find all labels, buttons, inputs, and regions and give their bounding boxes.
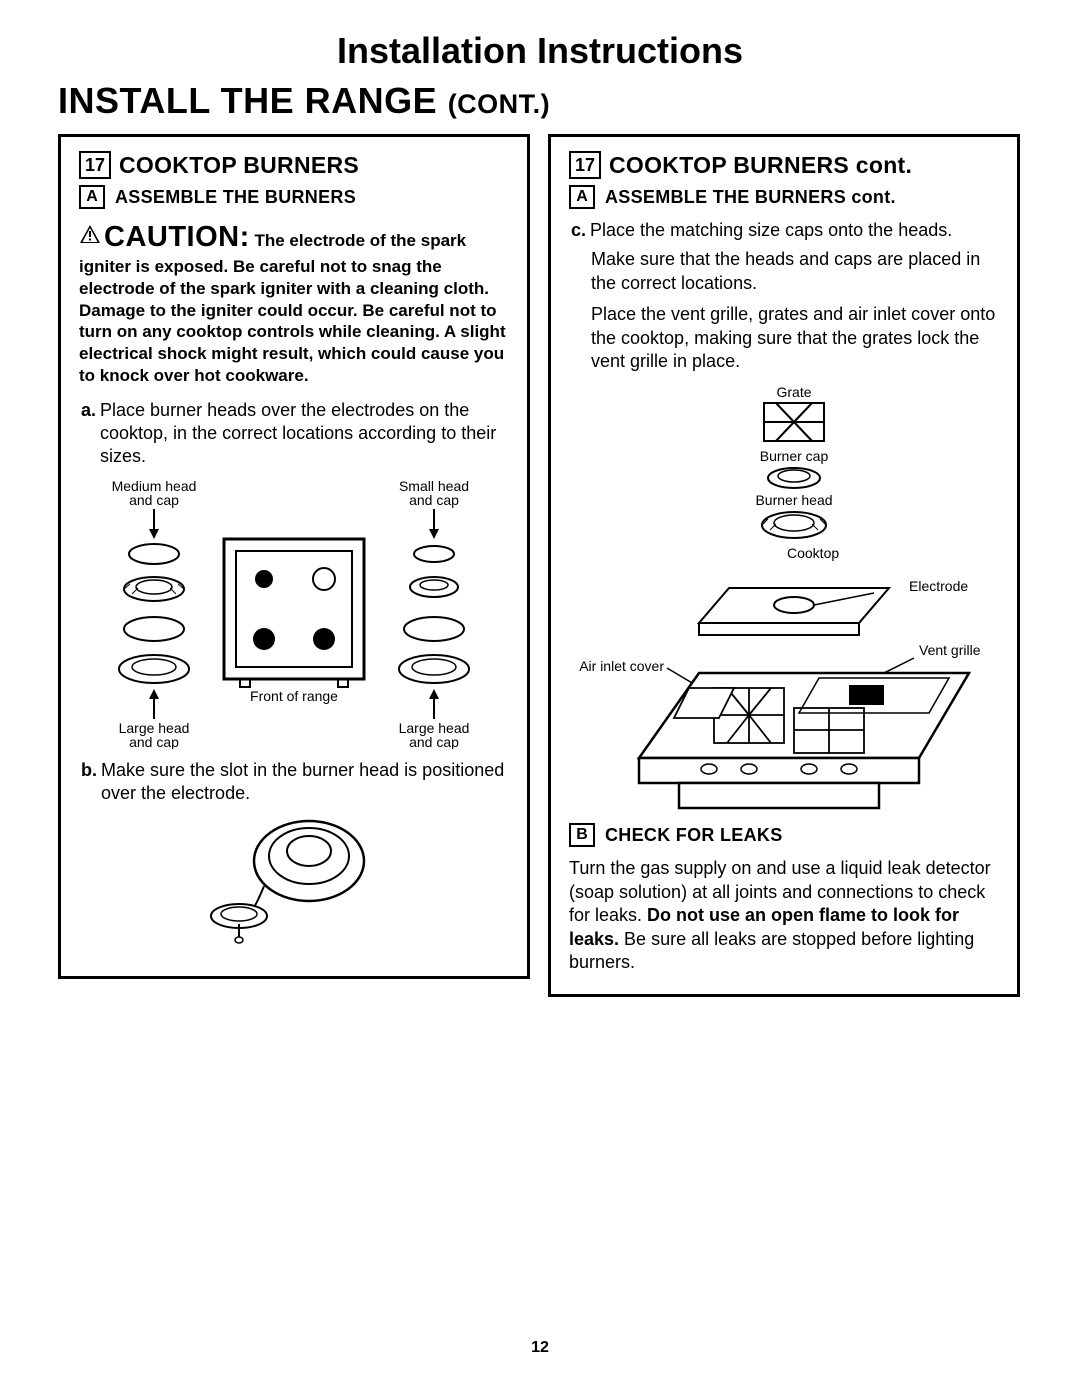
warning-icon [79, 224, 101, 250]
d1-medium-l2: and cap [129, 492, 179, 508]
d1-large-l-2: and cap [129, 734, 179, 749]
list-text-c: Place the matching size caps onto the he… [590, 219, 999, 242]
step-number-box: 17 [79, 151, 111, 179]
caution-text: The electrode of the spark igniter is ex… [79, 231, 506, 385]
svg-text:Large headand cap: Large headand cap [119, 720, 190, 749]
caution-paragraph: CAUTION: The electrode of the spark igni… [79, 219, 509, 387]
substep-letter-b: B [569, 823, 595, 847]
section-heading-cont: (CONT.) [448, 89, 550, 119]
section-heading: INSTALL THE RANGE (CONT.) [58, 80, 1022, 122]
d1-large-r-2: and cap [409, 734, 459, 749]
section-heading-main: INSTALL THE RANGE [58, 80, 437, 121]
substep-title-a: ASSEMBLE THE BURNERS [115, 187, 356, 208]
cooktop-exploded-diagram: Grate Burner cap Burner head [569, 383, 999, 813]
leak-paragraph: Turn the gas supply on and use a liquid … [569, 857, 999, 974]
d2-grate: Grate [776, 384, 811, 400]
step-title-r: COOKTOP BURNERS cont. [609, 152, 912, 179]
d2-cooktop: Cooktop [787, 545, 839, 561]
d2-air-inlet: Air inlet cover [579, 658, 664, 674]
svg-text:Large headand cap: Large headand cap [399, 720, 470, 749]
caution-word: CAUTION: [104, 221, 250, 253]
step-title: COOKTOP BURNERS [119, 152, 359, 179]
para-heads-caps: Make sure that the heads and caps are pl… [591, 248, 999, 295]
step-number-box-r: 17 [569, 151, 601, 179]
d1-small-l2: and cap [409, 492, 459, 508]
d2-electrode: Electrode [909, 578, 968, 594]
substep-letter-a-r: A [569, 185, 595, 209]
para-vent-grille: Place the vent grille, grates and air in… [591, 303, 999, 373]
list-label-c: c. [571, 219, 586, 242]
d2-vent-grille: Vent grille [919, 642, 981, 658]
substep-title-a-r: ASSEMBLE THE BURNERS cont. [605, 187, 896, 208]
burner-electrode-diagram [199, 816, 399, 946]
left-column: 17 COOKTOP BURNERS A ASSEMBLE THE BURNER… [58, 134, 530, 1015]
page-number: 12 [0, 1339, 1080, 1357]
list-text-b: Make sure the slot in the burner head is… [101, 759, 509, 806]
page-title: Installation Instructions [58, 30, 1022, 72]
leak-text-2: Be sure all leaks are stopped before lig… [569, 929, 974, 972]
list-text-a: Place burner heads over the electrodes o… [100, 399, 509, 469]
box-cooktop-burners: 17 COOKTOP BURNERS A ASSEMBLE THE BURNER… [58, 134, 530, 979]
d1-front: Front of range [250, 688, 338, 704]
right-column: 17 COOKTOP BURNERS cont. A ASSEMBLE THE … [548, 134, 1020, 1015]
substep-letter-a: A [79, 185, 105, 209]
svg-text:Small headand cap: Small headand cap [399, 479, 469, 508]
d2-burner-cap: Burner cap [760, 448, 829, 464]
box-cooktop-burners-cont: 17 COOKTOP BURNERS cont. A ASSEMBLE THE … [548, 134, 1020, 997]
list-label-b: b. [81, 759, 97, 806]
burner-layout-diagram: Medium headand cap Small headand cap [84, 479, 504, 749]
substep-title-b: CHECK FOR LEAKS [605, 825, 783, 846]
list-label-a: a. [81, 399, 96, 469]
svg-text:Medium headand cap: Medium headand cap [112, 479, 197, 508]
d2-burner-head: Burner head [755, 492, 832, 508]
